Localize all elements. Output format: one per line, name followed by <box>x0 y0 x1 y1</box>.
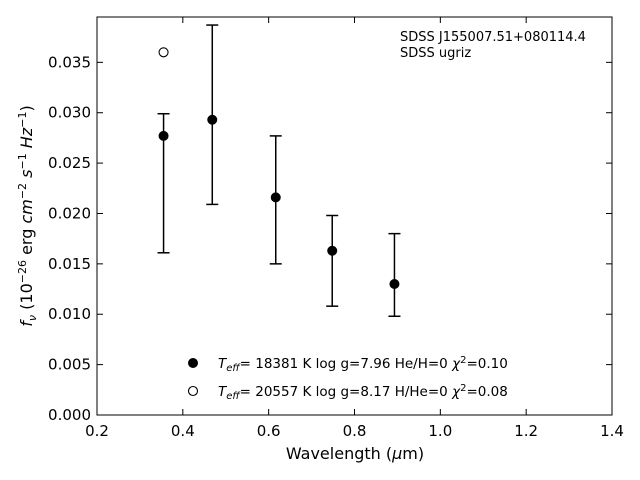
x-tick-label: 0.4 <box>171 422 195 440</box>
annotation-object: SDSS J155007.51+080114.4 <box>400 30 586 45</box>
tick-layer: 0.2 0.4 0.6 0.8 1.0 1.2 1.4 0.000 0.005 0.010 0.01… <box>48 17 624 440</box>
x-axis-title: Wavelength (μm) <box>286 444 424 463</box>
legend: Teff= 18381 K log g=7.96 He/H=0 χ2=0.10 … <box>187 355 508 402</box>
annotation-filters: SDSS ugriz <box>400 46 471 61</box>
legend-marker-open <box>187 385 199 397</box>
y-axis-title: fν (10−26 erg cm−2 s−1 Hz−1) <box>16 105 39 326</box>
data-point-filled <box>327 245 338 256</box>
y-tick-label: 0.010 <box>48 305 91 323</box>
y-tick-label: 0.025 <box>48 154 91 172</box>
x-tick-label: 1.0 <box>428 422 452 440</box>
x-tick-label: 1.4 <box>600 422 624 440</box>
x-tick-label: 0.8 <box>343 422 367 440</box>
y-tick-label: 0.020 <box>48 204 91 222</box>
y-tick-label: 0.030 <box>48 104 91 122</box>
data-point-filled <box>270 192 281 203</box>
data-point-filled <box>207 114 218 125</box>
legend-marker-filled <box>188 358 198 368</box>
y-tick-label: 0.005 <box>48 356 91 374</box>
x-tick-label: 0.6 <box>257 422 281 440</box>
data-point-filled <box>158 130 169 141</box>
y-tick-label: 0.035 <box>48 53 91 71</box>
data-point-filled <box>389 279 400 290</box>
data-point-open <box>158 47 169 58</box>
y-tick-label: 0.000 <box>48 406 91 424</box>
legend-label-2: Teff= 20557 K log g=8.17 H/He=0 χ2=0.08 <box>218 383 508 402</box>
point-layer <box>158 47 400 290</box>
x-tick-label: 1.2 <box>514 422 538 440</box>
y-tick-label: 0.015 <box>48 255 91 273</box>
legend-label-1: Teff= 18381 K log g=7.96 He/H=0 χ2=0.10 <box>218 355 508 374</box>
errorbar-layer <box>157 24 401 318</box>
x-tick-label: 0.2 <box>85 422 109 440</box>
